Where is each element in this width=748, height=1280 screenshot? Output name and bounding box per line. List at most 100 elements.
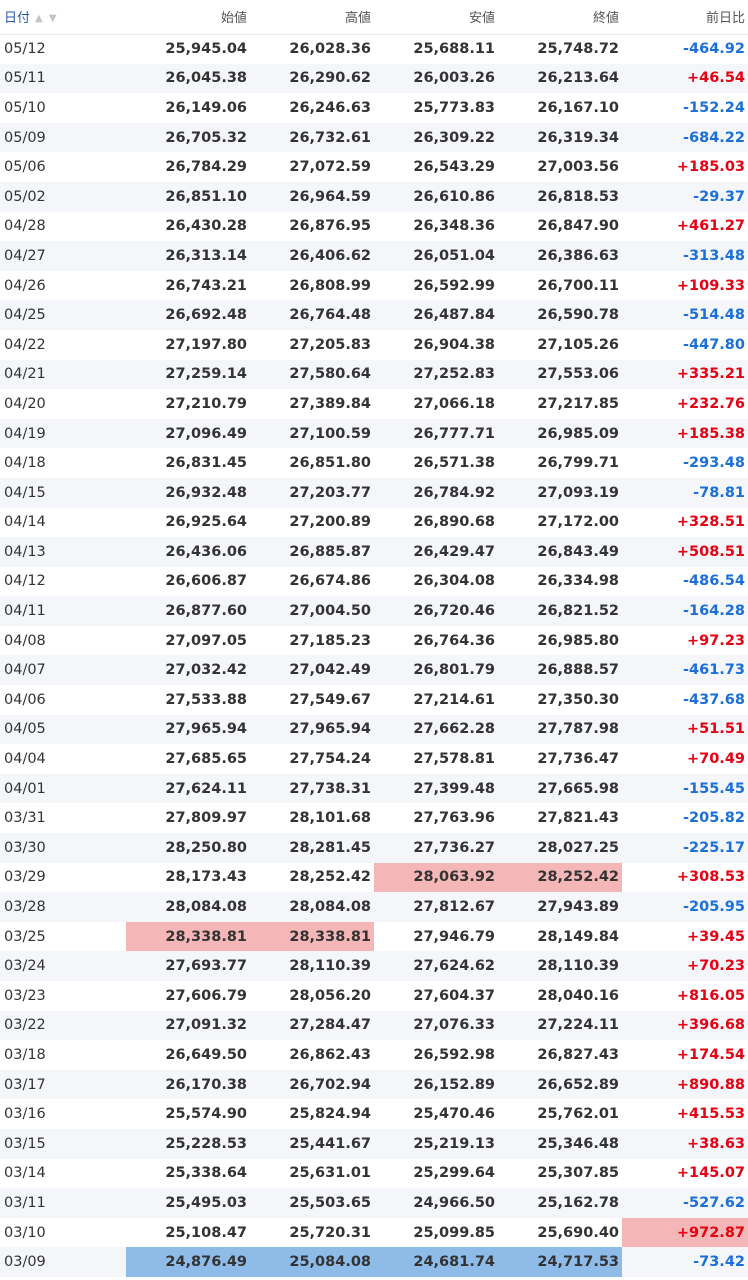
table-row[interactable]: 05/11 26,045.38 26,290.62 26,003.26 26,213.6…	[0, 63, 748, 94]
open-cell: 25,495.03	[126, 1188, 250, 1218]
close-column-header[interactable]: 終値	[498, 0, 622, 35]
table-row[interactable]: 03/15 25,228.53 25,441.67 25,219.13 25,346.4…	[0, 1128, 748, 1159]
table-row[interactable]: 03/30 28,250.80 28,281.45 27,736.27 28,027.2…	[0, 833, 748, 863]
high-cell: 25,503.65	[250, 1188, 374, 1218]
table-row[interactable]: 03/29 28,173.43 28,252.42 28,063.92 28,252.4…	[0, 862, 748, 893]
open-cell: 25,945.04	[165, 41, 247, 58]
table-row[interactable]: 04/27 26,313.14 26,406.62 26,051.04 26,386.6…	[0, 241, 748, 271]
change-cell: -78.81	[622, 477, 748, 508]
open-cell: 27,097.05	[165, 632, 247, 649]
table-row[interactable]: 03/22 27,091.32 27,284.47 27,076.33 27,224.1…	[0, 1010, 748, 1041]
low-cell: 27,252.83	[374, 359, 498, 390]
table-row[interactable]: 03/18 26,649.50 26,862.43 26,592.98 26,827.4…	[0, 1040, 748, 1070]
table-row[interactable]: 04/05 27,965.94 27,965.94 27,662.28 27,787.9…	[0, 714, 748, 745]
table-row[interactable]: 04/07 27,032.42 27,042.49 26,801.79 26,888.5…	[0, 655, 748, 686]
open-cell: 27,809.97	[165, 810, 247, 827]
table-row[interactable]: 04/25 26,692.48 26,764.48 26,487.84 26,590.7…	[0, 300, 748, 330]
change-cell: -152.24	[683, 99, 745, 116]
table-row[interactable]: 04/08 27,097.05 27,185.23 26,764.36 26,985.8…	[0, 626, 748, 656]
open-cell: 27,210.79	[165, 395, 247, 412]
table-row[interactable]: 03/10 25,108.47 25,720.31 25,099.85 25,690.4…	[0, 1217, 748, 1248]
date-cell: 04/12	[4, 573, 46, 590]
high-column-header[interactable]: 高値	[250, 0, 374, 35]
table-row[interactable]: 03/28 28,084.08 28,084.08 27,812.67 27,943.8…	[0, 892, 748, 922]
table-row[interactable]: 04/19 27,096.49 27,100.59 26,777.71 26,985.0…	[0, 418, 748, 449]
open-cell: 26,932.48	[126, 477, 250, 508]
table-row[interactable]: 05/09 26,705.32 26,732.61 26,309.22 26,319.3…	[0, 122, 748, 153]
date-cell: 05/12	[4, 41, 46, 58]
close-cell: 28,040.16	[537, 987, 619, 1004]
table-row[interactable]: 04/22 27,197.80 27,205.83 26,904.38 27,105.2…	[0, 330, 748, 360]
change-cell: +46.54	[622, 63, 748, 94]
high-cell: 26,862.43	[289, 1046, 371, 1063]
table-row[interactable]: 03/09 24,876.49 25,084.08 24,681.74 24,717.5…	[0, 1247, 748, 1277]
change-cell: -447.80	[683, 336, 745, 353]
high-cell: 25,441.67	[250, 1128, 374, 1159]
sort-ascending-icon[interactable]: ▲	[35, 13, 43, 25]
low-cell: 24,681.74	[374, 1247, 498, 1277]
date-cell: 03/17	[0, 1069, 126, 1100]
date-cell: 04/15	[0, 477, 126, 508]
low-cell: 26,764.36	[413, 632, 495, 649]
table-row[interactable]: 03/14 25,338.64 25,631.01 25,299.64 25,307.8…	[0, 1159, 748, 1189]
open-cell: 26,877.60	[126, 596, 250, 626]
table-row[interactable]: 04/15 26,932.48 27,203.77 26,784.92 27,093.1…	[0, 477, 748, 508]
date-cell: 04/20	[4, 395, 46, 412]
high-cell: 27,072.59	[289, 159, 371, 176]
low-cell: 27,812.67	[374, 892, 498, 922]
close-cell: 27,665.98	[498, 773, 622, 804]
table-row[interactable]: 04/14 26,925.64 27,200.89 26,890.68 27,172.0…	[0, 508, 748, 538]
table-row[interactable]: 04/21 27,259.14 27,580.64 27,252.83 27,553.0…	[0, 359, 748, 390]
table-row[interactable]: 05/12 25,945.04 26,028.36 25,688.11 25,748.7…	[0, 34, 748, 64]
high-cell: 26,702.94	[250, 1069, 374, 1100]
table-row[interactable]: 03/16 25,574.90 25,824.94 25,470.46 25,762.0…	[0, 1099, 748, 1129]
table-row[interactable]: 03/11 25,495.03 25,503.65 24,966.50 25,162.7…	[0, 1188, 748, 1218]
table-row[interactable]: 04/18 26,831.45 26,851.80 26,571.38 26,799.7…	[0, 448, 748, 478]
table-row[interactable]: 05/06 26,784.29 27,072.59 26,543.29 27,003.5…	[0, 152, 748, 182]
close-cell: 26,821.52	[498, 596, 622, 626]
change-cell: +145.07	[676, 1165, 745, 1182]
table-row[interactable]: 03/17 26,170.38 26,702.94 26,152.89 26,652.8…	[0, 1069, 748, 1100]
table-row[interactable]: 04/06 27,533.88 27,549.67 27,214.61 27,350.3…	[0, 685, 748, 715]
change-cell: +335.21	[622, 359, 748, 390]
low-cell: 26,003.26	[374, 63, 498, 94]
open-cell: 26,045.38	[126, 63, 250, 94]
table-row[interactable]: 05/02 26,851.10 26,964.59 26,610.86 26,818.5…	[0, 181, 748, 212]
close-cell: 27,821.43	[537, 810, 619, 827]
low-cell: 26,592.98	[413, 1046, 495, 1063]
date-column-header[interactable]: 日付 ▲ ▼	[0, 0, 126, 35]
table-row[interactable]: 04/20 27,210.79 27,389.84 27,066.18 27,217.8…	[0, 389, 748, 419]
table-row[interactable]: 04/13 26,436.06 26,885.87 26,429.47 26,843.4…	[0, 537, 748, 567]
change-cell: +972.87	[622, 1217, 748, 1248]
change-cell: -164.28	[622, 596, 748, 626]
low-cell: 27,624.62	[374, 951, 498, 981]
table-row[interactable]: 05/10 26,149.06 26,246.63 25,773.83 26,167.1…	[0, 93, 748, 123]
change-cell: -437.68	[683, 691, 745, 708]
low-cell: 26,152.89	[374, 1069, 498, 1100]
low-cell: 27,066.18	[413, 395, 495, 412]
table-row[interactable]: 03/24 27,693.77 28,110.39 27,624.62 28,110.3…	[0, 951, 748, 981]
close-cell: 25,762.01	[537, 1106, 619, 1123]
open-column-header[interactable]: 始値	[126, 0, 250, 35]
table-row[interactable]: 04/12 26,606.87 26,674.86 26,304.08 26,334.9…	[0, 567, 748, 597]
date-cell: 03/25	[4, 928, 46, 945]
table-row[interactable]: 04/04 27,685.65 27,754.24 27,578.81 27,736.4…	[0, 744, 748, 774]
low-column-header[interactable]: 安値	[374, 0, 498, 35]
change-cell: -464.92	[683, 41, 745, 58]
change-cell: -73.42	[622, 1247, 748, 1277]
sort-descending-icon[interactable]: ▼	[48, 13, 57, 25]
high-cell: 25,084.08	[250, 1247, 374, 1277]
table-row[interactable]: 03/23 27,606.79 28,056.20 27,604.37 28,040.1…	[0, 981, 748, 1011]
table-row[interactable]: 04/28 26,430.28 26,876.95 26,348.36 26,847.9…	[0, 212, 748, 242]
date-cell: 04/22	[4, 336, 46, 353]
table-row[interactable]: 04/01 27,624.11 27,738.31 27,399.48 27,665.9…	[0, 773, 748, 804]
table-row[interactable]: 03/31 27,809.97 28,101.68 27,763.96 27,821.4…	[0, 803, 748, 833]
table-row[interactable]: 04/11 26,877.60 27,004.50 26,720.46 26,821.5…	[0, 596, 748, 626]
open-cell: 28,250.80	[126, 833, 250, 863]
table-row[interactable]: 03/25 28,338.81 28,338.81 27,946.79 28,149.8…	[0, 921, 748, 952]
change-column-header[interactable]: 前日比	[622, 0, 748, 35]
date-cell: 03/29	[4, 869, 46, 886]
low-cell: 26,051.04	[374, 241, 498, 271]
table-row[interactable]: 04/26 26,743.21 26,808.99 26,592.99 26,700.1…	[0, 271, 748, 301]
high-cell: 26,885.87	[250, 537, 374, 567]
